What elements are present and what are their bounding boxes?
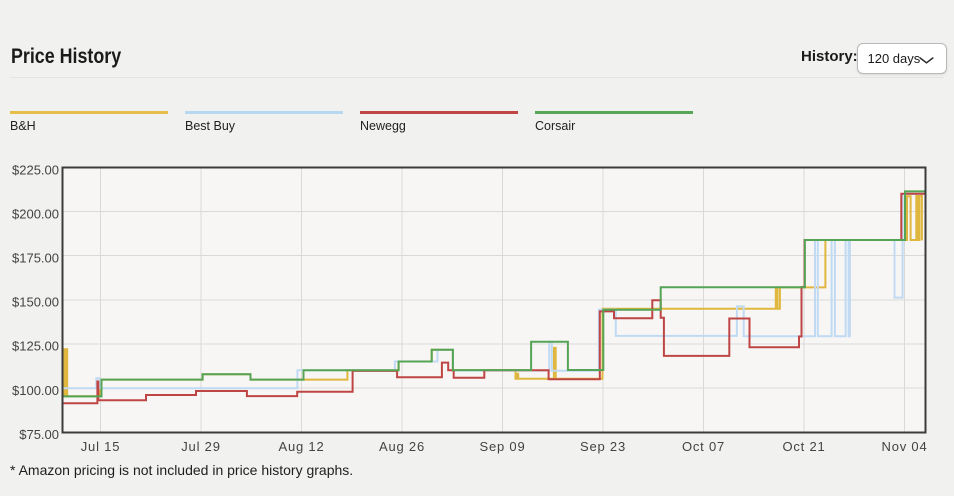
svg-text:Nov 04: Nov 04 (882, 439, 928, 454)
svg-text:Aug 12: Aug 12 (278, 439, 324, 454)
svg-text:Sep 09: Sep 09 (479, 439, 525, 454)
svg-text:Oct 07: Oct 07 (682, 439, 725, 454)
svg-text:$225.00: $225.00 (12, 162, 59, 177)
svg-text:Jul 29: Jul 29 (181, 439, 221, 454)
svg-text:Aug 26: Aug 26 (379, 439, 425, 454)
svg-text:$200.00: $200.00 (12, 206, 59, 221)
svg-text:$175.00: $175.00 (12, 251, 59, 266)
svg-text:Jul 15: Jul 15 (81, 439, 121, 454)
svg-text:$125.00: $125.00 (12, 339, 59, 354)
svg-text:$150.00: $150.00 (12, 295, 59, 310)
svg-text:$75.00: $75.00 (19, 427, 59, 442)
svg-text:Sep 23: Sep 23 (580, 439, 626, 454)
svg-text:$100.00: $100.00 (12, 383, 59, 398)
svg-text:Oct 21: Oct 21 (782, 439, 825, 454)
